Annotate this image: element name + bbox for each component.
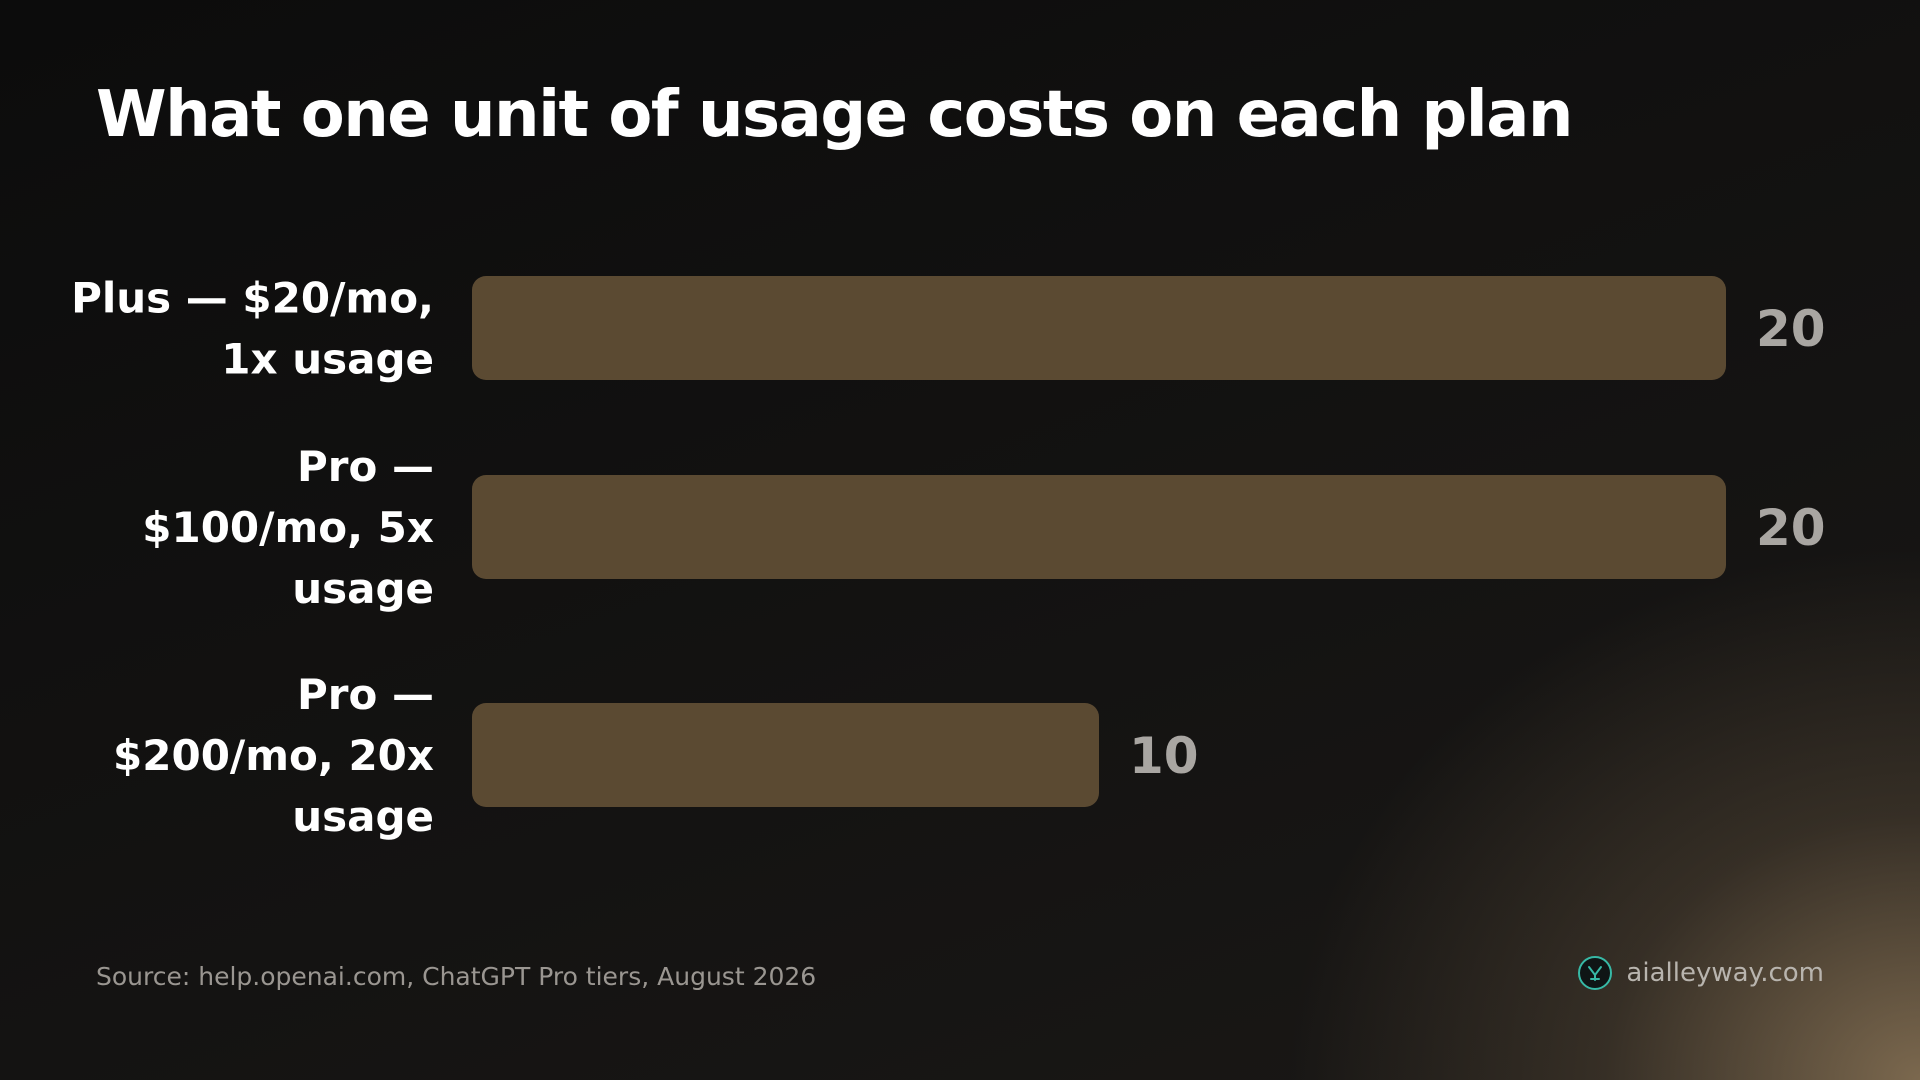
brand-logo-icon	[1578, 956, 1613, 990]
category-label-1-line-0: Pro —	[297, 442, 434, 491]
category-label-1-line-1: $100/mo, 5x	[142, 503, 434, 552]
category-label-0-line-0: Plus — $20/mo,	[71, 274, 434, 323]
category-label-2-line-0: Pro —	[297, 670, 434, 719]
category-label-2-line-1: $200/mo, 20x	[113, 731, 434, 780]
category-label-1-line-2: usage	[292, 564, 434, 613]
value-label-2: 10	[1129, 727, 1199, 785]
bar-2	[472, 703, 1099, 807]
bar-1	[472, 475, 1726, 579]
bar-0	[472, 276, 1726, 380]
brand[interactable]: aialleyway.com	[1578, 956, 1824, 990]
value-label-1: 20	[1756, 499, 1826, 557]
chart-title: What one unit of usage costs on each pla…	[96, 78, 1573, 152]
category-label-2-line-2: usage	[292, 792, 434, 841]
category-label-0: Plus — $20/mo, 1x usage	[71, 274, 434, 384]
brand-name: aialleyway.com	[1626, 958, 1824, 988]
category-label-0-line-1: 1x usage	[221, 335, 434, 384]
value-label-0: 20	[1756, 300, 1826, 358]
category-label-1: Pro — $100/mo, 5x usage	[142, 442, 434, 613]
source-note: Source: help.openai.com, ChatGPT Pro tie…	[96, 962, 817, 991]
category-label-2: Pro — $200/mo, 20x usage	[113, 670, 434, 841]
